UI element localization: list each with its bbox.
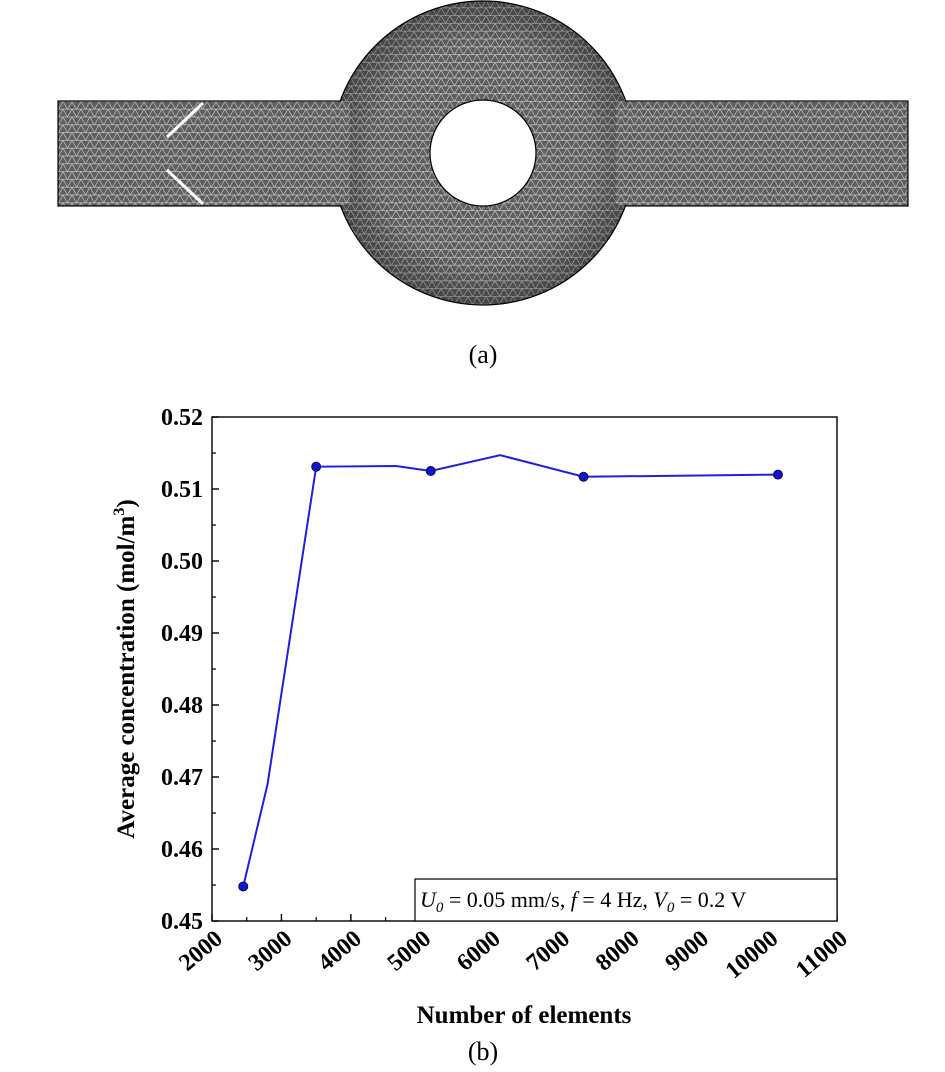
data-point (425, 466, 436, 476)
y-tick-label: 0.50 (161, 549, 203, 575)
convergence-chart: 0.450.460.470.480.490.500.510.52 2000 300… (111, 405, 853, 1066)
y-tick-label: 0.52 (161, 405, 203, 431)
panel-a-label: (a) (469, 340, 498, 369)
x-tick-label: 7000 (522, 926, 575, 977)
x-axis-title: Number of elements (417, 1002, 632, 1029)
y-axis-title-main: Average concentration (mol/m (113, 515, 140, 838)
x-tick-label: 3000 (244, 926, 297, 977)
x-tick-label: 9000 (660, 926, 713, 977)
u0-symbol: U (420, 887, 438, 912)
y-axis-title-end: ) (113, 499, 140, 507)
mesh-diagram: (a) (57, 0, 909, 369)
y-tick-label: 0.46 (161, 837, 203, 863)
y-tick-label: 0.48 (161, 693, 203, 719)
plot-frame (211, 416, 838, 922)
inner-obstacle (429, 99, 537, 207)
y-tick-label: 0.49 (161, 621, 203, 647)
f-value: = 4 Hz, (577, 887, 654, 912)
baffle-lower (165, 168, 205, 206)
series-layer (238, 454, 783, 892)
left-channel (57, 100, 349, 207)
legend-box (414, 878, 838, 922)
v0-symbol: V (653, 887, 669, 912)
x-tick-label: 8000 (591, 926, 644, 977)
f-symbol: f (571, 887, 580, 912)
y-axis-title: Average concentration (mol/m3) (111, 499, 140, 838)
x-tick-label: 10000 (721, 926, 784, 984)
y-tick-label: 0.45 (161, 909, 203, 935)
panel-b-label: (b) (468, 1037, 498, 1066)
v0-subscript: 0 (667, 900, 675, 916)
y-axis-title-superscript: 3 (111, 508, 128, 516)
x-tick-label: 11000 (791, 926, 853, 984)
u0-value: = 0.05 mm/s, (443, 887, 570, 912)
x-axis-ticks: 2000 3000 4000 5000 6000 7000 8000 9000 10000 110… (174, 914, 853, 984)
y-tick-label: 0.51 (161, 477, 203, 503)
channel-junction-left (330, 102, 350, 205)
x-tick-label: 4000 (313, 926, 366, 977)
u0-subscript: 0 (436, 900, 444, 916)
series-line (242, 454, 778, 887)
y-axis-ticks: 0.45 0.46 0.47 0.48 0.49 0.50 0.51 0.52 (161, 405, 219, 935)
x-tick-label: 5000 (383, 926, 436, 977)
channel-junction-right (616, 102, 636, 205)
x-tick-label: 6000 (452, 926, 505, 977)
y-tick-label: 0.47 (161, 765, 203, 791)
data-point (578, 471, 589, 482)
baffle-upper (165, 101, 205, 139)
data-point (238, 881, 249, 892)
data-point (772, 469, 783, 480)
data-point (311, 461, 322, 472)
v0-value: = 0.2 V (674, 887, 746, 912)
right-channel (619, 100, 909, 207)
parameter-annotation: U0 = 0.05 mm/s, f = 4 Hz, V0 = 0.2 V (420, 887, 746, 916)
